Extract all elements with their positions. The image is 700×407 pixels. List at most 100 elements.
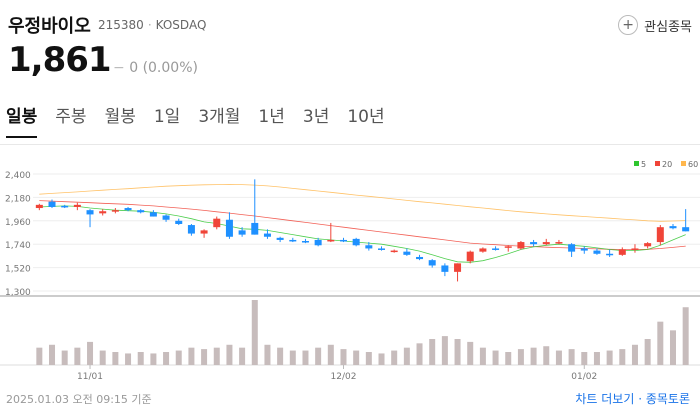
volume-bar [315, 347, 322, 365]
stock-code: 215380 [98, 18, 144, 32]
x-tick-label: 01/02 [571, 372, 597, 382]
candle-body [175, 220, 183, 224]
candle-body [73, 204, 81, 207]
favorite-label: 관심종목 [644, 19, 692, 35]
volume-bar [163, 352, 170, 365]
legend-label: 5 [641, 160, 646, 169]
candle-body [99, 211, 107, 214]
volume-bar [581, 352, 588, 365]
candle-body [339, 239, 347, 242]
candle-body [251, 222, 259, 235]
volume-bar [36, 347, 43, 365]
volume-bar [505, 352, 512, 365]
ma20-line [39, 200, 686, 250]
candle-body [593, 250, 601, 254]
candle-body [213, 218, 221, 228]
y-tick-label: 1,740 [5, 241, 31, 251]
x-tick-label: 11/01 [77, 372, 103, 382]
volume-bar [441, 336, 448, 365]
candle-body [479, 248, 487, 252]
candle-body [606, 253, 614, 256]
volume-bar [568, 349, 575, 365]
ma5-line [39, 205, 686, 263]
candle-body [555, 242, 563, 244]
volume-bar [403, 347, 410, 365]
volume-bar [644, 339, 651, 365]
candle-body [428, 260, 436, 266]
candle-body [61, 205, 69, 208]
candle-body [48, 201, 56, 207]
tab-weekly[interactable]: 주봉 [55, 107, 87, 127]
candle-body [466, 251, 474, 262]
candle-body [454, 263, 462, 272]
volume-bar [543, 346, 550, 365]
price-change: − 0 (0.00%) [113, 60, 198, 76]
candle-body [517, 242, 525, 249]
volume-bar [631, 344, 638, 365]
ma60-line [39, 183, 686, 222]
candle-body [137, 210, 145, 213]
candle-body [314, 239, 322, 246]
volume-bar [251, 300, 258, 365]
candle-body [530, 242, 538, 245]
candle-body [289, 239, 297, 242]
tab-1year[interactable]: 1년 [258, 107, 285, 127]
volume-bar [74, 347, 81, 365]
candle-body [618, 249, 626, 255]
volume-bar [213, 347, 220, 365]
candle-body [301, 241, 309, 243]
volume-bar [517, 349, 524, 365]
more-links[interactable]: 차트 더보기 · 종목토론 [575, 392, 690, 406]
candle-body [441, 265, 449, 272]
candle-body [352, 238, 360, 246]
candle-body [644, 243, 652, 247]
tab-10year[interactable]: 10년 [347, 107, 385, 127]
volume-bar [416, 343, 423, 365]
volume-bar [669, 330, 676, 365]
candle-body [276, 237, 284, 240]
change-value: 0 [129, 60, 139, 76]
candle-body [378, 248, 386, 250]
candle-body [656, 227, 664, 243]
volume-bar [239, 347, 246, 365]
volume-bar [264, 344, 271, 365]
candle-body [403, 251, 411, 255]
volume-bar [99, 350, 106, 365]
volume-bar [226, 344, 233, 365]
volume-bar [454, 339, 461, 365]
volume-bar [125, 353, 132, 365]
volume-bar [112, 352, 119, 365]
candle-body [124, 208, 132, 211]
volume-bar [61, 350, 68, 365]
candle-body [149, 212, 157, 217]
period-tabs: 일봉 주봉 월봉 1일 3개월 1년 3년 10년 [0, 98, 700, 138]
tab-monthly[interactable]: 월봉 [104, 107, 136, 127]
add-favorite-button[interactable]: + 관심종목 [618, 15, 692, 35]
tab-1day[interactable]: 1일 [153, 107, 181, 127]
tab-3month[interactable]: 3개월 [198, 107, 241, 127]
volume-bar [682, 307, 689, 365]
tab-3year[interactable]: 3년 [302, 107, 330, 127]
tab-daily[interactable]: 일봉 [6, 98, 38, 138]
volume-bar [340, 349, 347, 365]
y-tick-label: 1,300 [5, 288, 31, 298]
candle-body [390, 250, 398, 253]
candle-body [86, 210, 94, 215]
price-chart[interactable]: 2,400 2,180 1,960 1,740 1,520 1,300 11/01 12/02… [0, 148, 700, 388]
timestamp: 2025.01.03 오전 09:15 기준 [6, 393, 152, 406]
volume-bar [277, 347, 284, 365]
candle-body [504, 246, 512, 248]
candle-body [416, 256, 424, 260]
volume-bar [467, 341, 474, 365]
price-row: 1,861 − 0 (0.00%) [8, 40, 692, 84]
plus-icon: + [618, 15, 639, 35]
volume-bar [87, 341, 94, 365]
candle-body [682, 227, 690, 232]
candle-body [238, 230, 246, 235]
candle-body [263, 233, 271, 237]
candle-body [568, 244, 576, 252]
volume-bar [555, 350, 562, 365]
candle-body [187, 225, 195, 234]
volume-bar [49, 344, 56, 365]
volume-bar [657, 321, 664, 365]
